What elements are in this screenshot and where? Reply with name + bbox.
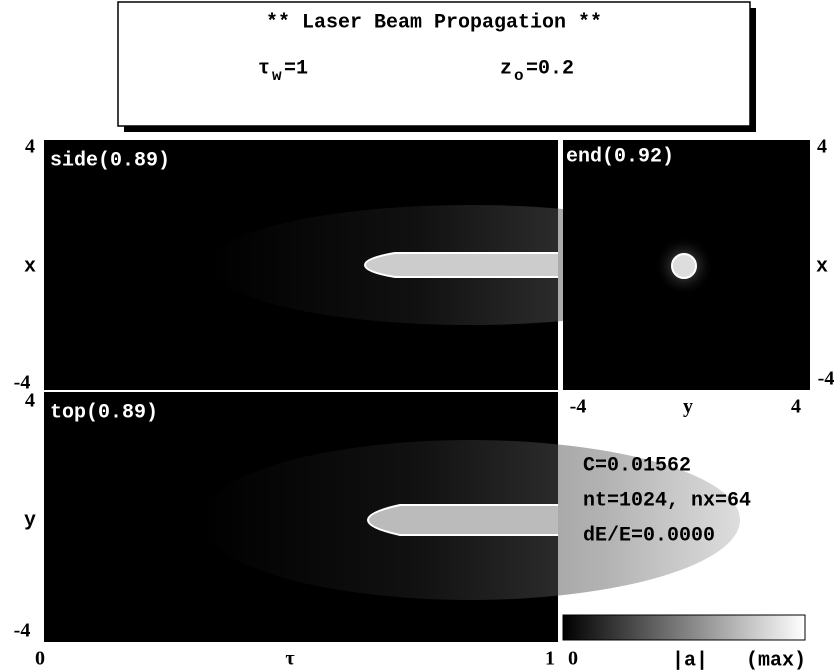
axis-label: -4 [14, 372, 31, 394]
param-subscript: o [514, 67, 524, 85]
colorbar [562, 614, 806, 641]
contour [366, 504, 558, 536]
panel-label: top(0.89) [50, 401, 158, 424]
axis-label: 4 [25, 136, 35, 158]
param-subscript: w [272, 67, 282, 85]
info-line: C=0.01562 [583, 454, 691, 477]
info-line: dE/E=0.0000 [583, 524, 715, 547]
axis-label: 1 [545, 648, 555, 670]
axis-label: x [24, 255, 36, 278]
axis-label: -4 [570, 396, 587, 418]
title: ** Laser Beam Propagation ** [266, 11, 602, 34]
axis-label: τ [285, 648, 294, 670]
axis-label: -4 [818, 368, 835, 390]
panel-label: side(0.89) [50, 149, 170, 172]
axis-label: y [683, 396, 693, 418]
spot [671, 253, 697, 279]
param-symbol: z [500, 57, 512, 80]
axis-label: y [24, 509, 36, 532]
param-symbol: τ [258, 57, 270, 80]
info-line: nt=1024, nx=64 [583, 489, 751, 512]
param-value: =1 [284, 57, 308, 80]
colorbar-label: 0 [568, 648, 578, 670]
axis-label: -4 [14, 620, 31, 642]
axis-label: x [816, 255, 828, 278]
title-box [117, 1, 751, 127]
axis-label: 0 [35, 648, 45, 670]
axis-label: 4 [791, 396, 801, 418]
panel-label: end(0.92) [566, 145, 674, 168]
param-value: =0.2 [526, 57, 574, 80]
colorbar-label: |a| [672, 649, 708, 672]
axis-label: 4 [817, 136, 827, 158]
axis-label: 4 [25, 390, 35, 412]
colorbar-label: (max) [746, 649, 806, 672]
contour [363, 252, 558, 278]
